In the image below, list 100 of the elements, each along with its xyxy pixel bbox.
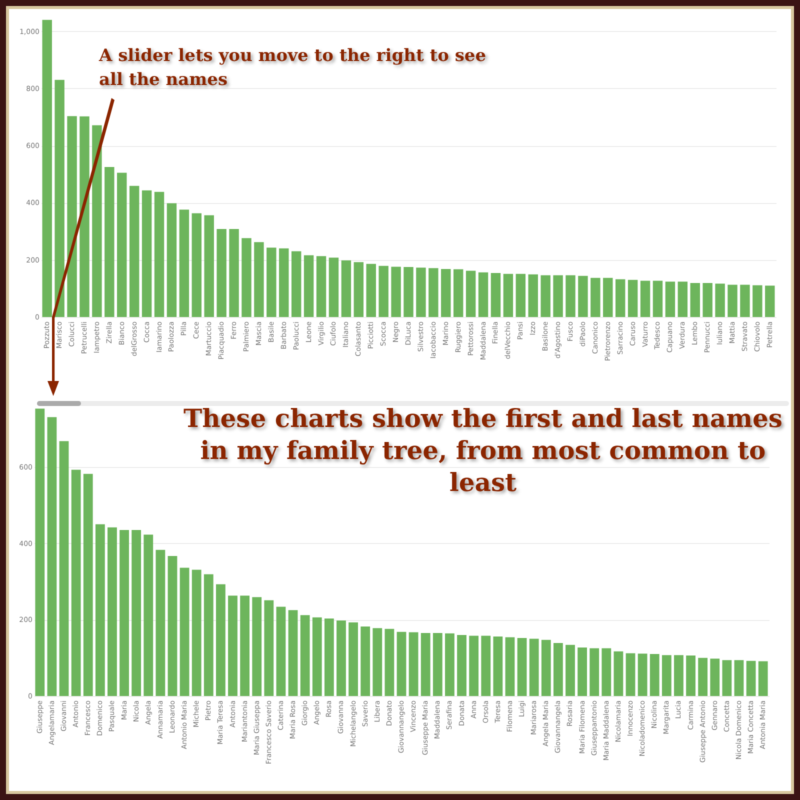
bar (216, 584, 226, 696)
bar (752, 285, 762, 317)
bar (503, 274, 514, 317)
bar (316, 256, 326, 317)
bar (291, 251, 302, 317)
bar (665, 282, 676, 317)
bar (67, 116, 77, 317)
bar (702, 283, 712, 317)
bar (83, 474, 93, 696)
bar (104, 167, 114, 317)
bar (715, 284, 725, 317)
bar (204, 574, 214, 696)
bar (529, 638, 539, 696)
bar (180, 568, 190, 696)
bar (192, 570, 202, 696)
bar (129, 186, 140, 317)
bar (408, 632, 418, 696)
bar (396, 632, 406, 696)
bar (279, 248, 289, 317)
bar (204, 215, 214, 317)
bar (324, 618, 334, 696)
bar (264, 600, 274, 696)
bar (728, 284, 738, 317)
annotation: A slider lets you move to the right to see all the names (99, 45, 488, 92)
bar (304, 255, 314, 317)
bar (300, 615, 310, 696)
bar (746, 660, 756, 696)
bar (312, 617, 322, 696)
bar (652, 280, 663, 317)
bar (92, 125, 102, 317)
bar (469, 636, 479, 696)
bar (445, 633, 454, 696)
bar (615, 279, 626, 317)
bar (481, 636, 491, 696)
bar (626, 653, 636, 696)
bar (416, 268, 426, 317)
bar (678, 282, 688, 317)
bar (698, 658, 708, 696)
bar (288, 610, 298, 696)
bar (578, 648, 587, 696)
bar (372, 628, 382, 696)
bar (154, 192, 164, 317)
bar (765, 286, 775, 317)
bar (493, 636, 503, 696)
bar (266, 248, 276, 317)
bar (441, 269, 451, 317)
bar (336, 620, 346, 696)
bar (540, 275, 550, 317)
bar (516, 274, 526, 317)
bar (490, 273, 501, 317)
bar (252, 597, 262, 696)
bar (120, 530, 129, 696)
bar (432, 633, 442, 696)
bar (420, 633, 430, 696)
bar (391, 266, 401, 317)
bar (662, 655, 672, 696)
bar (80, 116, 90, 317)
bar (566, 275, 576, 317)
bar (553, 642, 563, 696)
bar (428, 268, 438, 317)
bar (640, 280, 650, 317)
bar (192, 213, 202, 317)
bar (54, 80, 64, 317)
bar (590, 278, 600, 317)
bar (650, 654, 660, 696)
bar (638, 654, 648, 696)
bar (156, 550, 166, 696)
bar (404, 267, 414, 317)
bar (505, 637, 515, 696)
bar (590, 648, 600, 696)
bar (466, 270, 476, 317)
bar (228, 596, 238, 696)
bar (95, 524, 105, 696)
bar (117, 172, 127, 317)
bar (674, 655, 684, 696)
bar (366, 264, 376, 317)
bar (229, 229, 239, 317)
bar (578, 276, 588, 317)
bar (354, 262, 364, 317)
bar (276, 606, 286, 696)
bar (360, 626, 370, 696)
bar (216, 229, 226, 317)
bar (348, 622, 358, 696)
bar (384, 628, 394, 696)
bar (142, 190, 152, 317)
bar (42, 20, 52, 317)
bar (144, 534, 154, 696)
text: These charts show the first and last names in my family tree, from most common to least (183, 403, 783, 499)
bar (341, 260, 352, 317)
bar (59, 441, 69, 696)
bar (378, 266, 388, 317)
bar (517, 638, 527, 696)
bar (254, 242, 264, 317)
bar (166, 203, 177, 317)
bar (35, 408, 45, 696)
bar (603, 278, 613, 317)
bar (628, 280, 638, 317)
bar (453, 269, 464, 317)
bar (553, 275, 563, 317)
bar (168, 556, 178, 696)
